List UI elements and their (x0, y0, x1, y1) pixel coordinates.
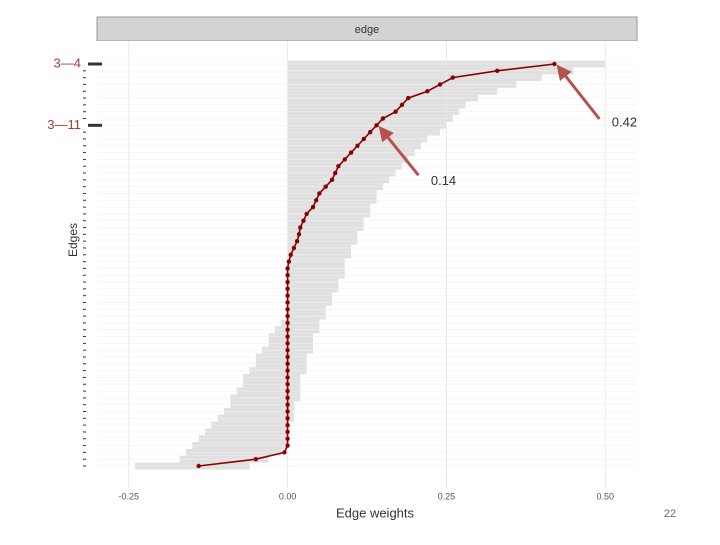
weight-point (425, 89, 430, 94)
weight-point (304, 211, 309, 217)
weight-point (253, 456, 259, 462)
page-number: 22 (664, 508, 676, 520)
weight-point (285, 409, 290, 414)
weight-point (285, 334, 290, 339)
weight-point (288, 252, 293, 257)
weight-point (285, 361, 290, 366)
weight-point (285, 347, 290, 353)
weight-point (301, 218, 306, 223)
weight-point (355, 143, 360, 148)
weight-point (282, 450, 287, 455)
weight-point (196, 463, 201, 469)
weight-point (285, 341, 290, 346)
weight-point (285, 307, 290, 312)
weight-point (348, 150, 354, 155)
weight-point (285, 327, 290, 332)
weight-point (437, 82, 443, 87)
weight-point (552, 61, 557, 67)
weight-point (285, 375, 290, 380)
weight-point (367, 129, 373, 135)
strip (96, 16, 638, 42)
weight-point (285, 313, 290, 319)
weight-point (342, 157, 347, 162)
weight-point (298, 225, 303, 230)
weight-point (329, 177, 335, 183)
weight-point (285, 273, 290, 278)
weight-point (286, 259, 292, 264)
weight-point (285, 320, 290, 326)
weight-point (285, 443, 290, 448)
weight-point (495, 68, 500, 74)
weight-point (285, 368, 290, 373)
weight-point (285, 388, 290, 394)
annotation-arrow (378, 125, 420, 177)
weight-point (285, 429, 290, 435)
weight-point (317, 191, 322, 196)
weight-point (333, 170, 338, 176)
weight-point (336, 164, 341, 169)
weight-point (285, 382, 290, 387)
weight-point (285, 402, 290, 407)
y-axis-title: Edges (66, 223, 80, 257)
y-tick-label: 3—4 (54, 55, 81, 70)
x-tick-label: 0.25 (438, 491, 456, 501)
weight-point (285, 266, 290, 271)
weight-point (285, 416, 290, 421)
weight-point (361, 136, 367, 142)
weight-point (285, 286, 290, 292)
weight-point (313, 198, 319, 203)
weight-point (285, 422, 290, 428)
weight-point (406, 95, 411, 101)
x-tick-label: -0.25 (119, 491, 140, 501)
weight-point (285, 293, 290, 298)
weight-point (285, 300, 290, 305)
annotation-label: 0.42 (612, 114, 637, 129)
weight-point (450, 75, 455, 80)
weight-point (285, 436, 290, 441)
weight-point (285, 354, 290, 360)
y-tick-label: 3—11 (47, 117, 81, 132)
weight-point (294, 238, 300, 244)
weight-point (323, 184, 328, 189)
weight-point (374, 123, 379, 128)
strip-label: edge (355, 24, 379, 36)
weight-point (296, 232, 302, 237)
x-tick-label: 0.50 (596, 491, 614, 501)
weight-point (285, 279, 290, 285)
weight-point (310, 204, 316, 210)
annotation-label: 0.14 (431, 173, 456, 188)
weight-point (380, 116, 386, 121)
weight-point (399, 102, 405, 108)
annotation-arrow (556, 64, 601, 120)
weight-point (291, 245, 297, 251)
x-tick-label: 0.00 (279, 491, 297, 501)
weight-point (393, 109, 398, 114)
x-axis-title: Edge weights (336, 505, 415, 520)
weight-point (285, 395, 290, 401)
